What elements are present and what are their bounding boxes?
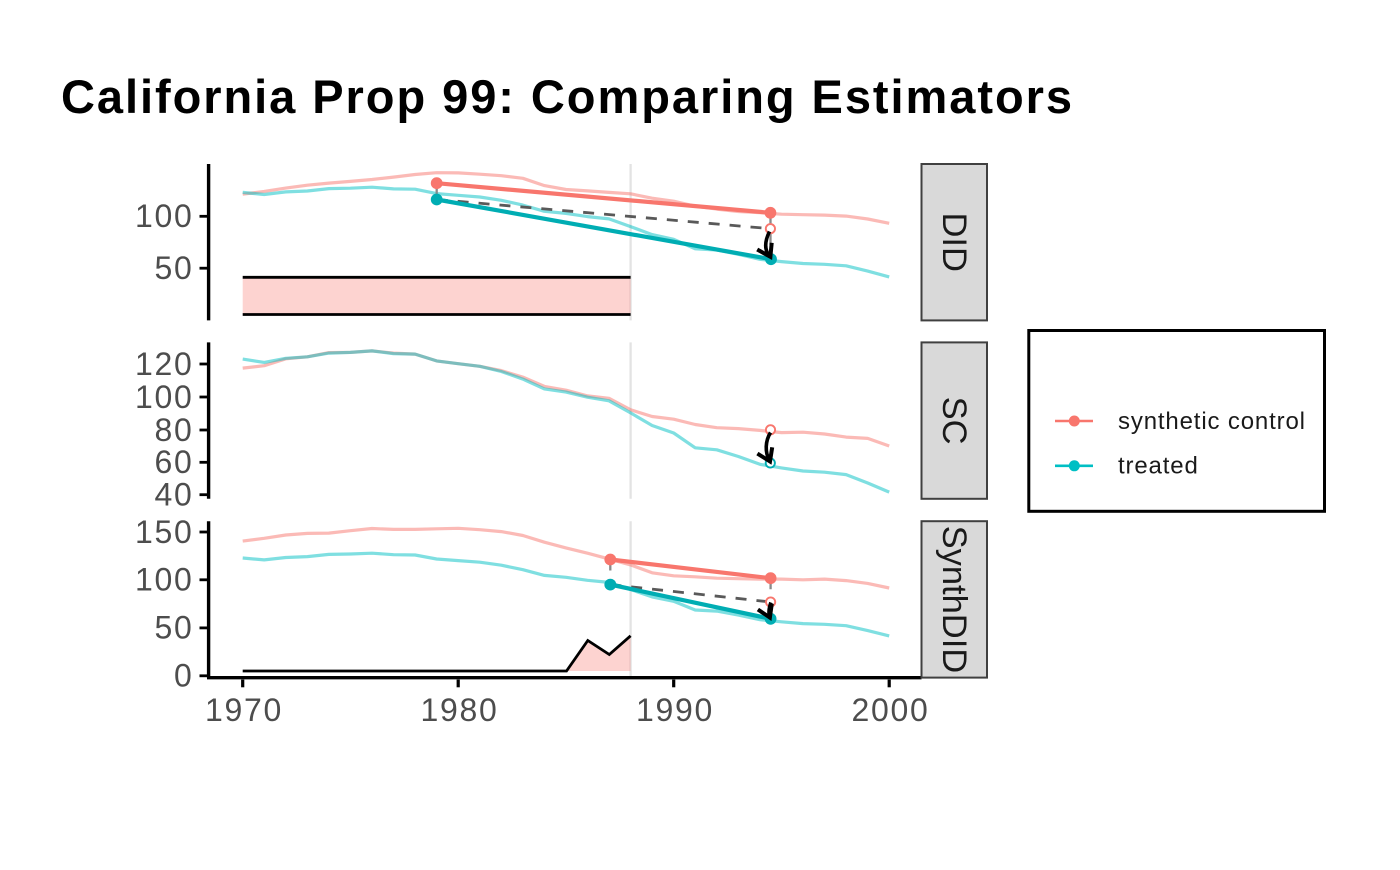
svg-text:100: 100 <box>135 198 194 234</box>
svg-text:SC: SC <box>935 397 973 445</box>
svg-text:1990: 1990 <box>636 692 714 728</box>
svg-text:California Prop 99: Comparing: California Prop 99: Comparing Estimators <box>61 70 1074 123</box>
svg-text:100: 100 <box>135 562 194 598</box>
svg-text:1970: 1970 <box>205 692 283 728</box>
svg-text:2000: 2000 <box>852 692 930 728</box>
svg-text:1980: 1980 <box>421 692 499 728</box>
svg-text:treated: treated <box>1118 453 1199 480</box>
svg-text:synthetic control: synthetic control <box>1118 408 1306 435</box>
svg-text:100: 100 <box>135 379 194 415</box>
svg-text:80: 80 <box>155 412 194 448</box>
svg-text:DID: DID <box>935 212 973 271</box>
svg-text:120: 120 <box>135 346 194 382</box>
svg-text:150: 150 <box>135 514 194 550</box>
svg-text:50: 50 <box>155 610 194 646</box>
svg-text:SynthDID: SynthDID <box>935 526 973 674</box>
svg-text:60: 60 <box>155 444 194 480</box>
svg-text:40: 40 <box>155 477 194 513</box>
svg-text:50: 50 <box>155 250 194 286</box>
svg-text:0: 0 <box>174 658 194 694</box>
